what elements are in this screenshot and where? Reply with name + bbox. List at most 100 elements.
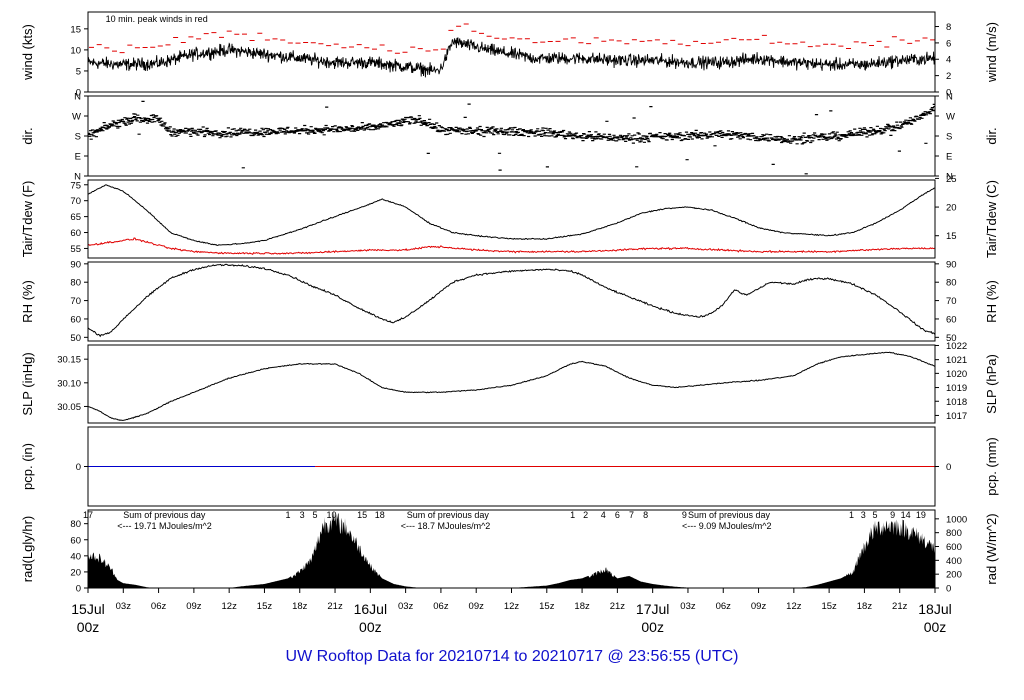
x-tick-label: 21z	[610, 601, 626, 612]
x-axis: 15Jul 00z 03z 06z 09z 12z 15z 18z 21z 16Jul 00z 03z…	[71, 588, 952, 635]
panel-left-label: wind (kts)	[20, 24, 35, 81]
y-tick-label-right: 6	[946, 38, 951, 49]
hour-label: 9	[890, 510, 895, 520]
panel-left-label: rad(Lgly/hr)	[20, 516, 35, 582]
y-tick-label-right: N	[946, 92, 953, 103]
hour-label: 5	[313, 510, 318, 520]
panel-right-label: Tair/Tdew (C)	[984, 180, 999, 258]
y-tick-label-left: 50	[70, 333, 81, 344]
hour-label: 3	[300, 510, 305, 520]
x-date-sublabel: 00z	[641, 619, 664, 635]
hour-label: 6	[615, 510, 620, 520]
series-temp-0	[88, 184, 935, 246]
y-tick-label-right: 1020	[946, 369, 967, 380]
x-tick-label: 03z	[680, 601, 696, 612]
y-tick-label-right: 20	[946, 203, 957, 214]
y-tick-label-left: E	[75, 152, 81, 163]
hour-label: 3	[861, 510, 866, 520]
y-tick-label-left: 15	[70, 24, 81, 35]
y-tick-label-left: 70	[70, 196, 81, 207]
y-tick-label-right: 600	[946, 542, 962, 553]
x-tick-label: 09z	[186, 601, 202, 612]
y-tick-label-right: 25	[946, 174, 957, 185]
y-tick-label-left: 55	[70, 244, 81, 255]
y-tick-label-left: 75	[70, 180, 81, 191]
x-tick-label: 18z	[292, 601, 308, 612]
panel-rh: RH (%) RH (%) 50 60 70 80 90 50 60 70 80 90	[20, 259, 999, 343]
hour-label: 1	[570, 510, 575, 520]
hour-label: 14	[901, 510, 911, 520]
y-tick-label-right: 15	[946, 231, 957, 242]
x-tick-label: 18z	[574, 601, 590, 612]
panel-frame	[87, 11, 936, 93]
panel-left-label: Tair/Tdew (F)	[20, 181, 35, 258]
hour-label: 4	[601, 510, 606, 520]
panel-right-label: RH (%)	[984, 280, 999, 323]
y-tick-label-right: 1017	[946, 411, 967, 422]
x-tick-label: 09z	[469, 601, 485, 612]
panel-right-label: pcp. (mm)	[984, 437, 999, 496]
panel-frame	[87, 426, 936, 507]
y-tick-label-left: 0	[76, 88, 81, 99]
series-slp-0	[88, 351, 935, 421]
series-dir-0	[88, 100, 935, 175]
plot-area	[88, 100, 935, 175]
panel-temp: Tair/Tdew (F) Tair/Tdew (C) 55 60 65 70 75 15 20…	[20, 174, 999, 259]
y-tick-label-left: 20	[70, 567, 81, 578]
panel-frame	[87, 344, 936, 424]
y-tick-label-right: 200	[946, 570, 962, 581]
y-tick-label-left: S	[75, 132, 81, 143]
x-date-sublabel: 00z	[359, 619, 382, 635]
panel-left-label: RH (%)	[20, 280, 35, 323]
hour-label: 1	[285, 510, 290, 520]
chart-footer-title: UW Rooftop Data for 20210714 to 20210717…	[285, 648, 739, 665]
plot-area	[88, 184, 935, 255]
panel-frame	[87, 179, 936, 259]
y-tick-label-right: 1022	[946, 341, 967, 352]
x-tick-label: 12z	[222, 601, 238, 612]
plot-area	[88, 351, 935, 421]
x-tick-label: 12z	[786, 601, 802, 612]
x-tick-label: 21z	[892, 601, 908, 612]
x-date-label: 16Jul	[354, 601, 387, 617]
y-tick-label-left: 60	[70, 228, 81, 239]
hour-label: 18	[375, 510, 385, 520]
x-date-label: 15Jul	[71, 601, 104, 617]
x-tick-label: 18z	[857, 601, 873, 612]
daily-total-heading: Sum of previous day	[123, 510, 206, 520]
x-tick-label: 21z	[327, 601, 343, 612]
hour-label: 19	[916, 510, 926, 520]
y-tick-label-right: 8	[946, 22, 951, 33]
y-tick-label-right: 0	[946, 584, 951, 595]
x-tick-label: 06z	[151, 601, 167, 612]
x-date-sublabel: 00z	[77, 619, 100, 635]
hour-label: 8	[643, 510, 648, 520]
y-tick-label-left: 0	[76, 584, 81, 595]
y-tick-label-right: 60	[946, 314, 957, 325]
panel-pcp: pcp. (in) pcp. (mm) 0 0	[20, 426, 999, 507]
y-tick-label-left: 0	[76, 462, 81, 473]
y-tick-label-left: 80	[70, 519, 81, 530]
y-tick-label-right: 2	[946, 71, 951, 82]
series-wind-1	[89, 23, 935, 54]
y-tick-label-right: 70	[946, 296, 957, 307]
plot-area	[88, 263, 935, 338]
y-tick-label-left: 60	[70, 535, 81, 546]
x-tick-label: 15z	[539, 601, 555, 612]
hour-label: 9	[682, 510, 687, 520]
daily-total-value: <--- 9.09 MJoules/m^2	[682, 521, 772, 531]
daily-total-heading: Sum of previous day	[407, 510, 490, 520]
hour-label: 1	[849, 510, 854, 520]
y-tick-label-right: S	[946, 132, 952, 143]
y-tick-label-right: 1018	[946, 397, 967, 408]
panel-rad: rad(Lgly/hr) rad (W/m^2)02040608002004006…	[20, 509, 999, 595]
x-tick-label: 06z	[716, 601, 732, 612]
panel-frame	[87, 261, 936, 342]
y-tick-label-right: 80	[946, 278, 957, 289]
panel-frame	[87, 509, 936, 589]
x-date-label: 18Jul	[918, 601, 951, 617]
y-tick-label-left: 80	[70, 278, 81, 289]
panel-left-label: SLP (inHg)	[20, 352, 35, 415]
x-tick-label: 15z	[257, 601, 273, 612]
